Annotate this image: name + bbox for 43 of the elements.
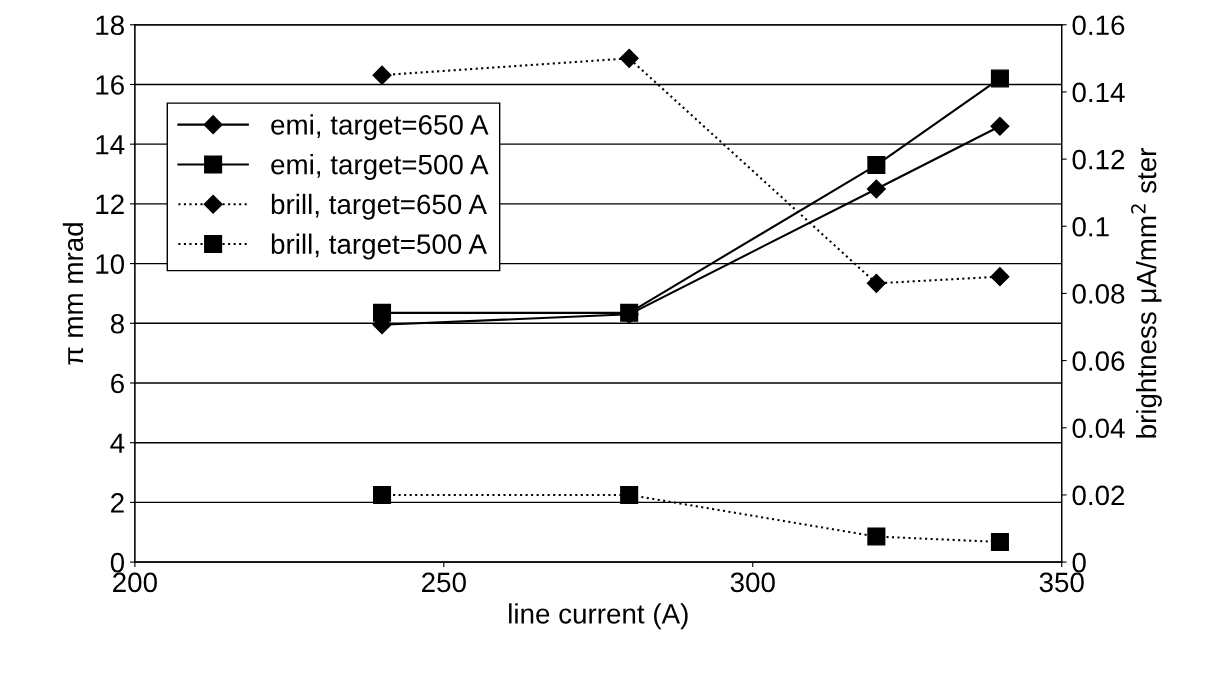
point bbox=[867, 527, 886, 546]
y-axis-title: π mm mrad bbox=[62, 223, 84, 365]
point bbox=[866, 179, 886, 199]
x-tick-label: 300 bbox=[730, 572, 775, 593]
x-tick-label: 350 bbox=[1039, 572, 1084, 593]
x-tick-label: 250 bbox=[422, 572, 466, 593]
point bbox=[372, 485, 392, 504]
point bbox=[867, 156, 886, 175]
point bbox=[990, 116, 1010, 136]
y2-tick-label: 0.1 bbox=[1072, 216, 1109, 237]
legend-label: emi, target=650 A bbox=[271, 114, 489, 141]
y-tick-label: 6 bbox=[111, 373, 124, 394]
point bbox=[990, 267, 1010, 287]
point bbox=[372, 65, 392, 85]
y2-tick-label: 0.14 bbox=[1072, 82, 1125, 103]
y2-tick-label: 0.12 bbox=[1072, 149, 1125, 170]
legend-label: brill, target=650 A bbox=[271, 193, 487, 220]
y-tick-label: 8 bbox=[110, 313, 124, 334]
x-axis-title: line current (A) bbox=[509, 603, 688, 630]
y-tick-label: 10 bbox=[96, 254, 125, 274]
y2-tick-label: 0 bbox=[1072, 552, 1086, 573]
point bbox=[990, 532, 1009, 551]
y-tick-label: 2 bbox=[111, 493, 124, 513]
y-tick-label: 16 bbox=[96, 75, 124, 95]
point bbox=[619, 48, 639, 68]
point bbox=[990, 69, 1009, 88]
x-tick-label: 200 bbox=[113, 572, 157, 593]
y-tick-label: 12 bbox=[96, 194, 124, 214]
y2-tick-label: 0.16 bbox=[1072, 15, 1125, 36]
legend-label: emi, target=500 A bbox=[271, 154, 489, 180]
y2-tick-label: 0.06 bbox=[1072, 351, 1125, 371]
point bbox=[866, 273, 886, 293]
point bbox=[372, 303, 392, 322]
legend-label: brill, target=500 A bbox=[271, 233, 487, 260]
y2-tick-label: 0.02 bbox=[1072, 485, 1125, 506]
y-tick-label: 4 bbox=[110, 433, 125, 453]
y-tick-label: 0 bbox=[110, 552, 125, 573]
y-tick-label: 18 bbox=[96, 15, 124, 36]
point bbox=[620, 485, 639, 504]
y2-axis-title: brightness μA/mm$^{2}$ ster bbox=[1131, 148, 1162, 438]
y-tick-label: 14 bbox=[96, 135, 125, 155]
y2-tick-label: 0.04 bbox=[1072, 418, 1125, 439]
y2-tick-label: 0.08 bbox=[1072, 284, 1125, 304]
